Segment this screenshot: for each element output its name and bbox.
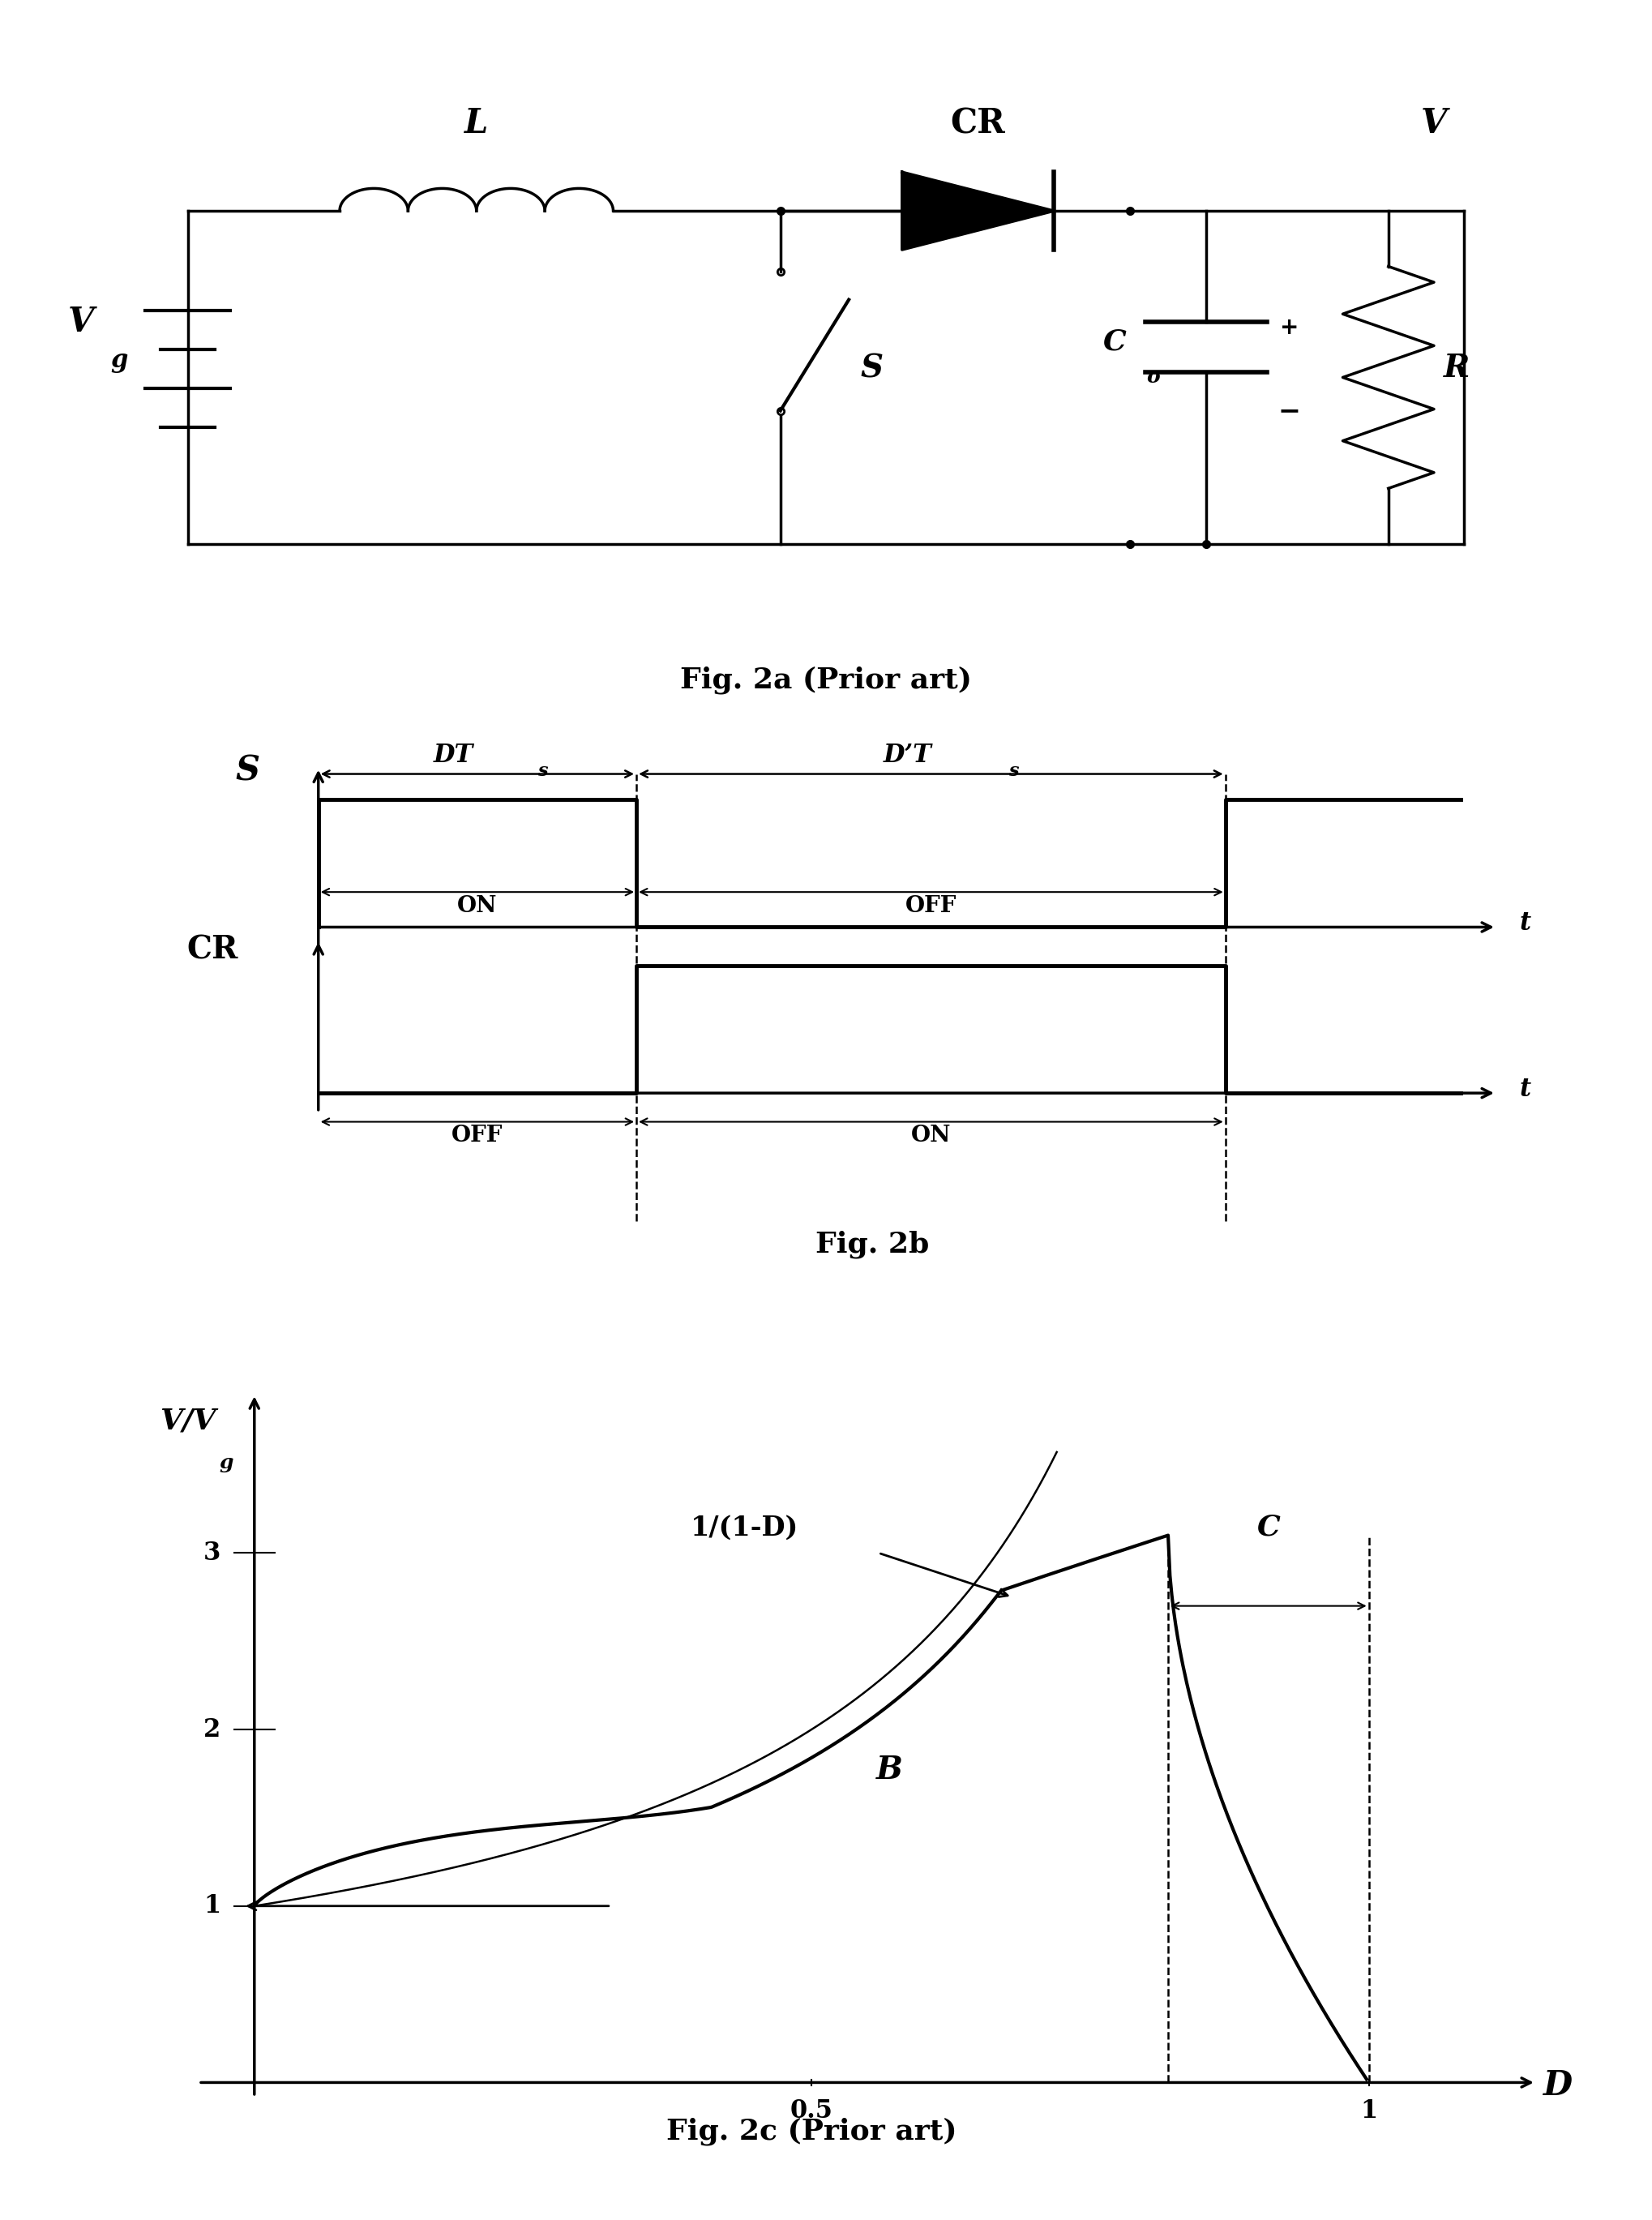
Text: 1: 1	[1360, 2098, 1378, 2125]
Text: −: −	[1279, 397, 1300, 424]
Text: 1: 1	[203, 1894, 221, 1918]
Text: D’T: D’T	[884, 741, 932, 768]
Text: OFF: OFF	[905, 895, 957, 917]
Text: s: s	[537, 761, 547, 779]
Text: ON: ON	[458, 895, 497, 917]
Text: OFF: OFF	[451, 1126, 504, 1148]
Text: 1/(1-D): 1/(1-D)	[691, 1514, 798, 1541]
Polygon shape	[902, 173, 1054, 251]
Text: R: R	[1444, 353, 1470, 384]
Text: DT: DT	[434, 741, 474, 768]
Text: o: o	[1146, 369, 1160, 386]
Text: t: t	[1520, 910, 1531, 937]
Text: CR: CR	[187, 935, 238, 966]
Text: +: +	[1280, 315, 1298, 340]
Text: t: t	[1520, 1077, 1531, 1101]
Text: V: V	[68, 304, 94, 340]
Text: S: S	[236, 753, 259, 788]
Text: C: C	[1104, 329, 1127, 355]
Text: ON: ON	[910, 1126, 952, 1148]
Text: g: g	[220, 1452, 233, 1472]
Text: D: D	[1543, 2069, 1573, 2102]
Text: s: s	[1008, 761, 1018, 779]
Text: 2: 2	[203, 1716, 221, 1743]
Text: S: S	[861, 353, 884, 384]
Text: Fig. 2c (Prior art): Fig. 2c (Prior art)	[666, 2118, 957, 2145]
Text: C: C	[1257, 1514, 1280, 1541]
Text: V/V: V/V	[160, 1407, 215, 1434]
Text: 3: 3	[203, 1541, 221, 1565]
Text: L: L	[464, 107, 489, 140]
Text: V: V	[1421, 107, 1447, 140]
Text: 0.5: 0.5	[790, 2098, 833, 2125]
Text: Fig. 2b: Fig. 2b	[814, 1230, 928, 1259]
Text: CR: CR	[950, 107, 1006, 140]
Text: Fig. 2a (Prior art): Fig. 2a (Prior art)	[681, 666, 971, 695]
Text: g: g	[111, 349, 127, 373]
Text: B: B	[876, 1754, 904, 1785]
